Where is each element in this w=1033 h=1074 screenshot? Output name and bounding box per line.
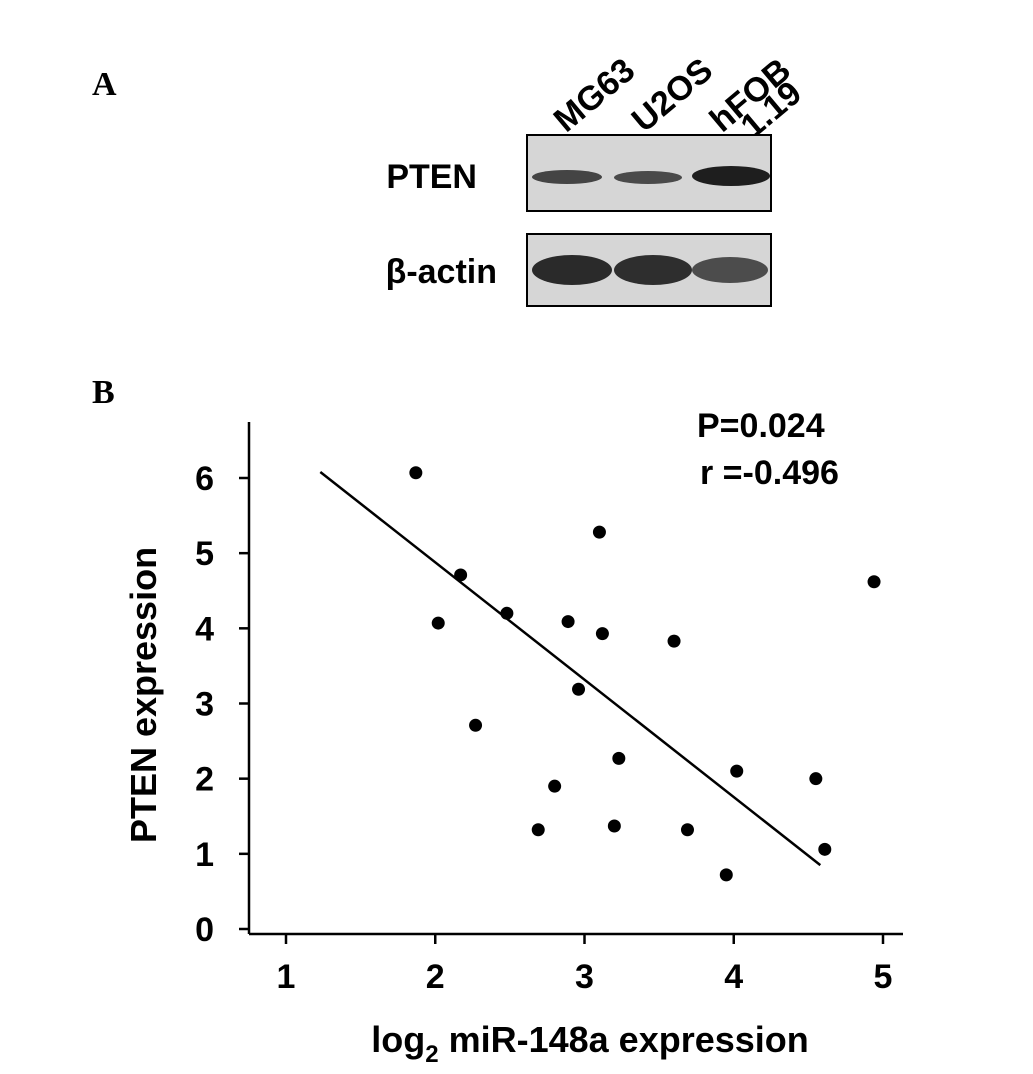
x-tick-label: 1 [277, 958, 296, 996]
data-point [730, 764, 744, 778]
data-point [572, 682, 586, 696]
blot-row-label-beta-actin: β-actin [385, 253, 497, 291]
chart-points [409, 466, 881, 882]
blot-row-label-pten: PTEN [386, 158, 477, 196]
data-point [667, 634, 681, 648]
x-axis-label-subscript: 2 [425, 1041, 438, 1068]
y-tick-label: 0 [195, 911, 214, 949]
data-point [548, 779, 562, 793]
x-tick-label: 2 [426, 958, 445, 996]
blot-beta-actin [526, 233, 772, 307]
x-tick-label: 3 [575, 958, 594, 996]
y-tick-label: 1 [195, 836, 214, 874]
band-pten-u2os [614, 171, 682, 184]
data-point [431, 616, 445, 630]
data-point [531, 823, 545, 837]
scatter-chart: 1 2 3 4 5 0 1 2 3 4 5 6 P=0.024 r =-0.496 PTEN expr… [123, 407, 903, 1068]
y-axis-label: PTEN expression [123, 547, 164, 843]
panel-a-letter: A [92, 66, 117, 103]
x-axis-label-log: log [371, 1019, 425, 1060]
x-tick-label: 5 [874, 958, 893, 996]
y-tick-label: 6 [195, 460, 214, 498]
chart-ticks: 1 2 3 4 5 0 1 2 3 4 5 6 [195, 460, 892, 996]
data-point [818, 842, 832, 856]
y-tick-label: 4 [195, 610, 214, 648]
data-point [469, 718, 483, 732]
data-point [561, 615, 575, 629]
data-point [809, 772, 823, 786]
data-point [719, 868, 733, 882]
data-point [607, 819, 621, 833]
band-actin-u2os [614, 255, 692, 285]
band-actin-hfob [692, 257, 768, 283]
data-point [409, 466, 423, 480]
data-point [592, 525, 606, 539]
y-tick-label: 5 [195, 535, 214, 573]
y-tick-label: 3 [195, 686, 214, 724]
data-point [595, 627, 609, 641]
annotation-p-value: P=0.024 [697, 407, 825, 445]
y-tick-label: 2 [195, 761, 214, 799]
data-point [867, 575, 881, 589]
regression-line [319, 471, 822, 867]
band-pten-hfob [692, 166, 770, 186]
annotation-r-value: r =-0.496 [700, 454, 839, 492]
data-point [612, 751, 626, 765]
data-point [680, 823, 694, 837]
x-tick-label: 4 [724, 958, 743, 996]
lane-label-u2os: U2OS [624, 50, 721, 140]
band-actin-mg63 [532, 255, 612, 285]
x-axis-label-rest: miR-148a expression [439, 1019, 809, 1060]
x-axis-label: log2 miR-148a expression [371, 1019, 809, 1068]
band-pten-mg63 [532, 170, 602, 184]
blot-pten [526, 134, 772, 212]
chart-axes [247, 422, 903, 936]
panel-b-letter: B [92, 374, 115, 411]
lane-label-mg63: MG63 [546, 50, 643, 140]
